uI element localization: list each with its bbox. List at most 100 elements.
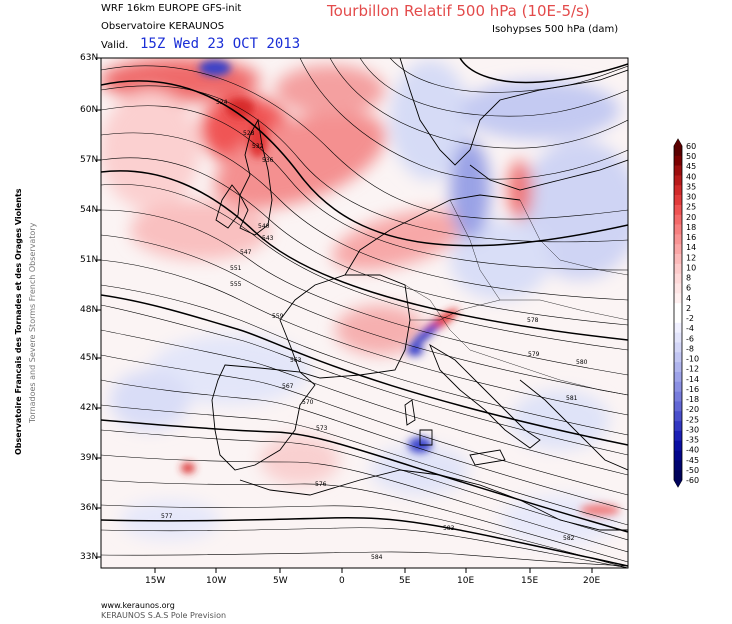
lat-label: 39N xyxy=(80,453,99,463)
colorbar-label: -4 xyxy=(686,324,694,333)
colorbar-label: -14 xyxy=(686,375,699,384)
lat-label: 54N xyxy=(80,205,99,215)
lat-label: 42N xyxy=(80,403,99,413)
colorbar-label: 2 xyxy=(686,304,691,313)
valid-label: Valid. xyxy=(101,40,129,51)
contour-label: 578 xyxy=(527,317,539,324)
colorbar-swatch xyxy=(674,460,682,471)
contour-label: 547 xyxy=(240,249,252,256)
colorbar-label: 25 xyxy=(686,203,696,212)
contour-label: 559 xyxy=(272,313,284,320)
colorbar-swatch xyxy=(674,470,682,481)
contour-label: 573 xyxy=(316,425,328,432)
contour-label: 567 xyxy=(282,383,294,390)
colorbar-label: 20 xyxy=(686,213,696,222)
lon-label: 5E xyxy=(399,576,411,586)
colorbar-label: -6 xyxy=(686,334,694,343)
lon-label: 15W xyxy=(145,576,166,586)
contour-label: 577 xyxy=(161,513,173,520)
lon-label: 5W xyxy=(273,576,288,586)
colorbar-swatch xyxy=(674,391,682,402)
colorbar-label: 12 xyxy=(686,253,696,262)
footer-url: www.keraunos.org xyxy=(101,601,175,610)
colorbar-swatch xyxy=(674,411,682,422)
colorbar-label: 14 xyxy=(686,243,696,252)
contour-label: 536 xyxy=(262,157,274,164)
colorbar-label: -12 xyxy=(686,365,699,374)
colorbar-swatch xyxy=(674,430,682,442)
contour-label: 524 xyxy=(216,99,228,106)
model-label: WRF 16km EUROPE GFS-init xyxy=(101,3,242,14)
colorbar-swatch xyxy=(674,165,682,176)
colorbar-swatch xyxy=(674,263,682,275)
contour-label: 580 xyxy=(576,359,588,366)
contour-label: 540 xyxy=(258,223,270,230)
colorbar-label: 35 xyxy=(686,182,696,191)
colorbar-swatch xyxy=(674,146,682,157)
colorbar-swatch xyxy=(674,313,682,324)
colorbar-label: 40 xyxy=(686,172,696,181)
lat-label: 36N xyxy=(80,503,99,513)
lat-label: 45N xyxy=(80,353,99,363)
colorbar-swatch xyxy=(674,352,682,363)
coastlines xyxy=(211,58,628,531)
contour-label: 576 xyxy=(315,481,327,488)
colorbar-label: 45 xyxy=(686,162,696,171)
lat-label: 60N xyxy=(80,105,99,115)
colorbar-swatch xyxy=(674,332,682,343)
colorbar-label: 8 xyxy=(686,274,691,283)
colorbar-label: -50 xyxy=(686,466,699,475)
colorbar-swatch xyxy=(674,342,682,353)
colorbar-swatch xyxy=(674,381,682,392)
axis-ticks xyxy=(96,57,593,573)
colorbar-swatch xyxy=(674,254,682,265)
colorbar-label: -8 xyxy=(686,344,694,353)
colorbar-label: 16 xyxy=(686,233,696,242)
valid-time: 15Z Wed 23 OCT 2013 xyxy=(140,36,301,52)
colorbar-label: -10 xyxy=(686,355,699,364)
lon-label: 0 xyxy=(339,576,345,586)
contour-label: 583 xyxy=(443,525,455,532)
colorbar-swatch xyxy=(674,155,682,166)
colorbar-swatch xyxy=(674,450,682,461)
colorbar-label: 6 xyxy=(686,284,691,293)
colorbar-swatch xyxy=(674,234,682,245)
map-subtitle: Isohypses 500 hPa (dam) xyxy=(492,24,619,35)
colorbar-swatch xyxy=(674,371,682,383)
colorbar-swatch xyxy=(674,401,682,412)
colorbar-swatch xyxy=(674,244,682,255)
lon-label: 10W xyxy=(206,576,227,586)
colorbar-label: 18 xyxy=(686,223,696,232)
contour-label: 528 xyxy=(243,130,255,137)
footer-company: KERAUNOS S.A.S Pole Prevision xyxy=(101,611,227,620)
colorbar-swatch xyxy=(674,322,682,333)
colorbar-label: -30 xyxy=(686,425,699,434)
map-frame xyxy=(100,57,629,569)
colorbar-swatch xyxy=(674,185,682,196)
colorbar-swatch xyxy=(674,421,682,432)
colorbar-label: 10 xyxy=(686,263,696,272)
contour-label: 570 xyxy=(302,399,314,406)
colorbar-label: -2 xyxy=(686,314,694,323)
lat-label: 51N xyxy=(80,255,99,265)
colorbar-cap-bottom xyxy=(674,480,682,487)
colorbar-swatch xyxy=(674,214,682,225)
colorbar-label: 30 xyxy=(686,193,696,202)
colorbar-swatch xyxy=(674,283,682,294)
map-title: Tourbillon Relatif 500 hPa (10E-5/s) xyxy=(327,2,590,20)
colorbar-label: -16 xyxy=(686,385,699,394)
contour-label: 543 xyxy=(262,235,274,242)
colorbar-swatch xyxy=(674,273,682,284)
colorbar-swatch xyxy=(674,440,682,451)
contour-label: 582 xyxy=(563,535,575,542)
org-label: Observatoire KERAUNOS xyxy=(101,21,225,32)
colorbar-label: -18 xyxy=(686,395,699,404)
colorbar-swatch xyxy=(674,303,682,314)
lat-label: 63N xyxy=(80,53,99,63)
colorbar-label: -40 xyxy=(686,446,699,455)
lon-label: 15E xyxy=(521,576,539,586)
lat-label: 57N xyxy=(80,155,99,165)
lat-label: 33N xyxy=(80,552,99,562)
colorbar-swatch xyxy=(674,362,682,373)
